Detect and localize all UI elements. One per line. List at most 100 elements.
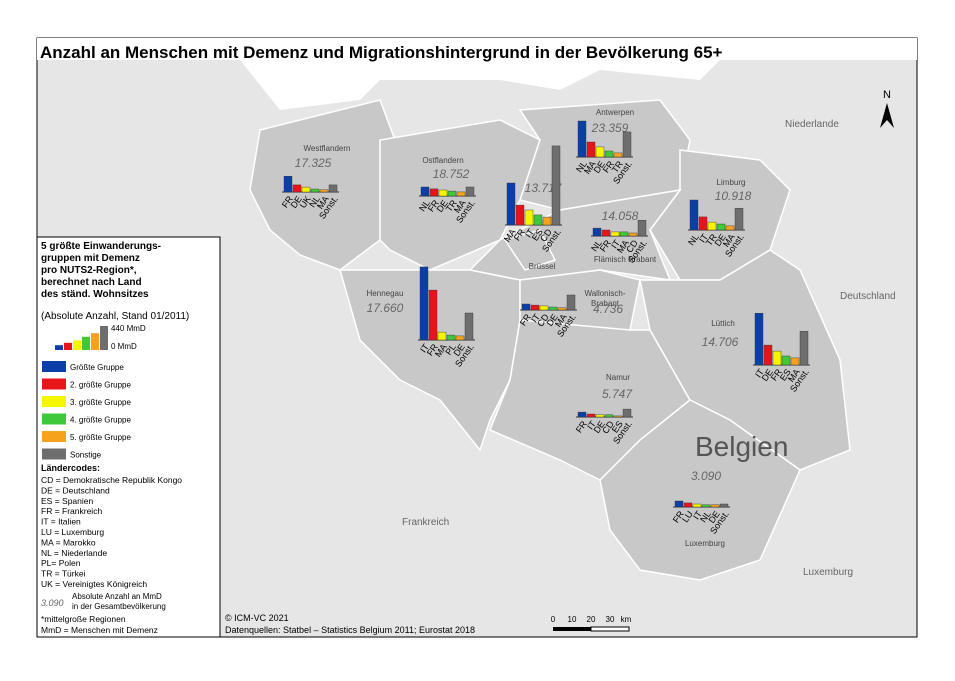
legend-sample: [64, 342, 72, 350]
bar: [604, 150, 614, 158]
code-entry: NL = Niederlande: [41, 548, 107, 558]
regions-shapes: [249, 99, 851, 581]
region-total: 18.752: [433, 167, 470, 181]
code-entry: CD = Demokratische Republik Kongo: [41, 475, 182, 485]
bar: [619, 231, 629, 237]
legend-label: 3. größte Gruppe: [70, 398, 131, 407]
region-total: 10.918: [715, 189, 752, 203]
code-entry: IT = Italien: [41, 517, 81, 527]
bar: [437, 331, 447, 341]
bar: [719, 503, 729, 508]
bar: [799, 330, 809, 366]
bar: [622, 131, 632, 158]
legend-swatch: [42, 448, 66, 460]
legend-label: Größte Gruppe: [70, 363, 124, 372]
region-name: Brabant: [591, 299, 620, 308]
legend-title: gruppen mit Demenz: [41, 253, 140, 264]
legend-sample: [55, 345, 63, 350]
bar: [595, 414, 605, 418]
code-entry: TR = Türkei: [41, 569, 86, 579]
region-total: 17.660: [367, 301, 404, 315]
scale-label: km: [621, 615, 632, 624]
legend-title: des ständ. Wohnsitzes: [41, 289, 149, 300]
region-total: 14.058: [602, 209, 639, 223]
bar: [710, 504, 720, 508]
bar: [566, 294, 576, 311]
bar: [542, 216, 552, 226]
code-entry: PL= Polen: [41, 558, 81, 568]
bar: [521, 303, 531, 311]
region-name: Limburg: [717, 178, 746, 187]
bar: [628, 232, 638, 237]
code-entry: UK = Vereinigtes Königreich: [41, 579, 147, 589]
region-total: 5.747: [602, 387, 633, 401]
bar: [613, 152, 623, 158]
region-name: Luxemburg: [685, 539, 725, 548]
bar: [595, 146, 605, 158]
code-entry: MA = Marokko: [41, 537, 96, 547]
region-total: 17.325: [295, 156, 332, 170]
scale-label: 0: [551, 615, 556, 624]
legend-label: 2. größte Gruppe: [70, 381, 131, 390]
legend-sample: [73, 340, 81, 350]
legend-label: 5. größte Gruppe: [70, 433, 131, 442]
region-name: Lüttich: [711, 319, 735, 328]
scale-label: 10: [568, 615, 577, 624]
bar: [310, 188, 320, 193]
bar: [428, 289, 438, 341]
region-name: Namur: [606, 373, 630, 382]
region-name: Hennegau: [367, 289, 404, 298]
bar: [707, 221, 717, 231]
bar: [548, 306, 558, 311]
legend-subtitle: (Absolute Anzahl, Stand 01/2011): [41, 311, 189, 322]
code-entry: DE = Deutschland: [41, 485, 110, 495]
bar: [557, 307, 567, 311]
legend-label: 4. größte Gruppe: [70, 416, 131, 425]
scale-label: 20: [587, 615, 596, 624]
country-label: Frankreich: [402, 517, 449, 528]
bar: [637, 219, 647, 237]
bar: [283, 175, 293, 193]
bar: [447, 190, 457, 197]
legend-swatch: [42, 378, 66, 390]
legend-scale-label: 0 MmD: [111, 342, 137, 351]
bar: [754, 312, 764, 366]
legend-title: berechnet nach Land: [41, 277, 142, 288]
codes-title: Ländercodes:: [41, 463, 100, 473]
legend-swatch: [42, 396, 66, 407]
bar: [464, 312, 474, 341]
bar: [674, 500, 684, 508]
bar: [446, 334, 456, 341]
bar: [781, 355, 791, 366]
bar: [698, 216, 708, 231]
credit: Datenquellen: Statbel – Statistics Belgi…: [225, 625, 475, 635]
bar: [455, 335, 465, 341]
bar: [539, 305, 549, 311]
bar: [701, 504, 711, 508]
region-name: Ostflandern: [422, 156, 463, 165]
bar: [689, 199, 699, 231]
bar: [319, 189, 329, 193]
bar: [592, 227, 602, 237]
region-name: Antwerpen: [596, 108, 634, 117]
bar: [328, 184, 338, 193]
bar: [790, 357, 800, 366]
bar: [683, 502, 693, 508]
region-name: Westflandern: [304, 144, 351, 153]
bar: [420, 186, 430, 197]
bar: [419, 266, 429, 341]
code-entry: LU = Luxemburg: [41, 527, 104, 537]
bar: [716, 223, 726, 231]
region-name: Wallonisch-: [584, 289, 625, 298]
legend-swatch: [42, 431, 66, 442]
bar: [429, 188, 439, 197]
region-total: 3.090: [691, 469, 721, 483]
example-value: 3.090: [41, 598, 64, 608]
bar: [734, 207, 744, 231]
scale-label: 30: [606, 615, 615, 624]
bar: [465, 186, 475, 197]
legend-sample: [91, 333, 99, 350]
bar: [530, 304, 540, 311]
bar: [586, 141, 596, 158]
